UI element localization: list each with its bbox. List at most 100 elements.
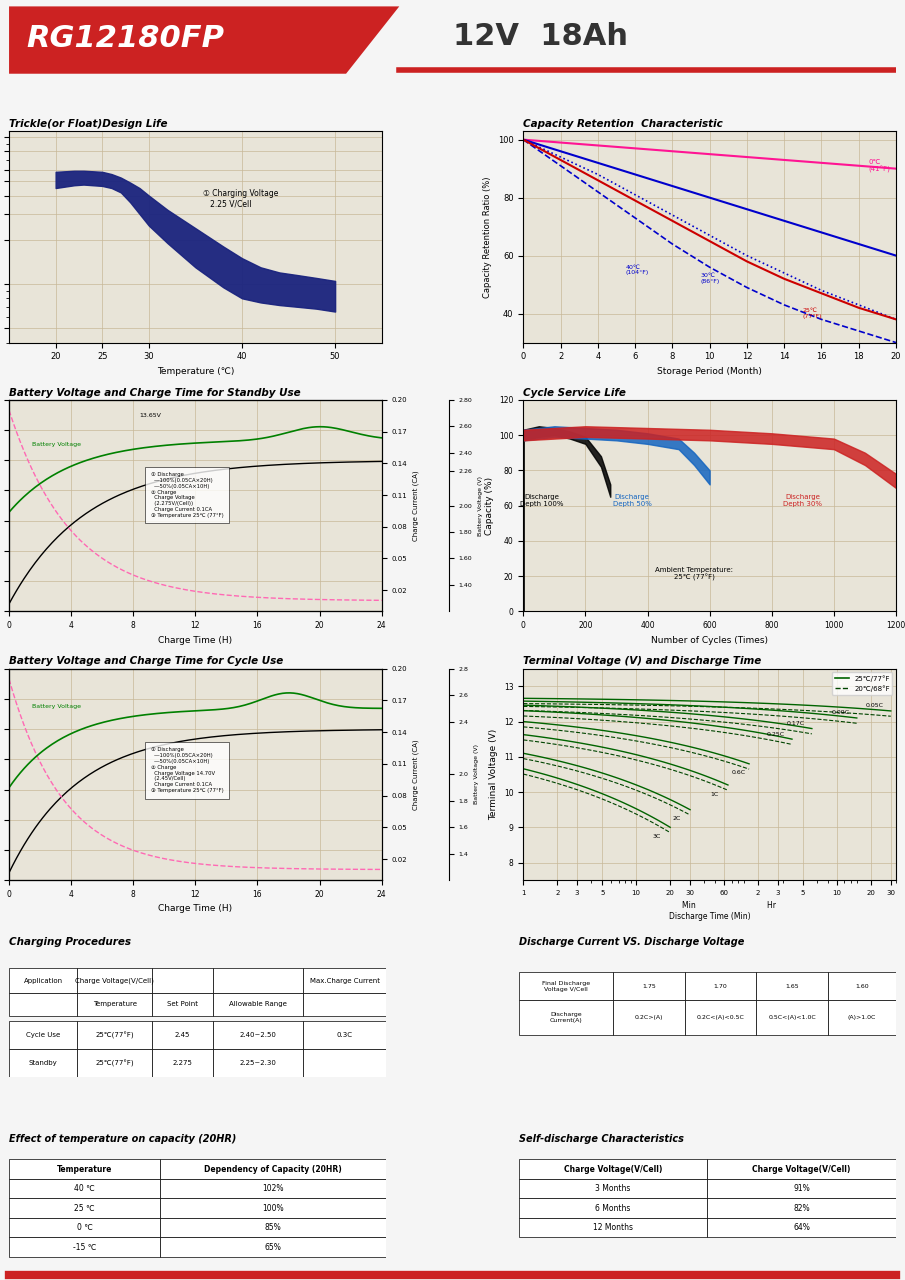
Bar	[757, 973, 828, 1000]
Text: Self-discharge Characteristics: Self-discharge Characteristics	[519, 1134, 683, 1144]
Text: Ambient Temperature:
25℃ (77°F): Ambient Temperature: 25℃ (77°F)	[655, 567, 733, 581]
Text: Allowable Range: Allowable Range	[229, 1001, 287, 1007]
Text: Application: Application	[24, 978, 62, 983]
Text: 0.09C: 0.09C	[832, 710, 850, 716]
Text: ① Discharge
  ―100%(0.05CA×20H)
  ―50%(0.05CA×10H)
② Charge
  Charge Voltage
  (: ① Discharge ―100%(0.05CA×20H) ―50%(0.05C…	[150, 472, 224, 518]
Bar	[160, 1217, 386, 1238]
Y-axis label: Capacity (%): Capacity (%)	[484, 476, 493, 535]
Text: 0.5C<(A)<1.0C: 0.5C<(A)<1.0C	[768, 1015, 816, 1020]
Bar	[213, 1021, 303, 1050]
Text: 0.2C>(A): 0.2C>(A)	[634, 1015, 663, 1020]
Text: 82%: 82%	[794, 1203, 810, 1212]
Bar	[77, 1021, 152, 1050]
Text: 1C: 1C	[710, 791, 719, 796]
Bar	[9, 1021, 77, 1050]
Text: Final Discharge
Voltage V/Cell: Final Discharge Voltage V/Cell	[542, 980, 590, 992]
X-axis label: Temperature (℃): Temperature (℃)	[157, 367, 234, 376]
Text: 12 Months: 12 Months	[593, 1224, 633, 1233]
Bar	[9, 968, 77, 993]
Text: 0℃
(41°F): 0℃ (41°F)	[868, 159, 890, 173]
Y-axis label: Charge Current (CA): Charge Current (CA)	[413, 739, 419, 810]
Text: -15 ℃: -15 ℃	[72, 1243, 96, 1252]
Text: 30℃
(86°F): 30℃ (86°F)	[700, 274, 719, 284]
Bar	[684, 1000, 757, 1036]
Bar	[160, 1160, 386, 1179]
Text: 2C: 2C	[672, 817, 681, 822]
Bar	[303, 993, 386, 1015]
Text: Capacity Retention  Characteristic: Capacity Retention Characteristic	[523, 119, 723, 129]
Bar	[77, 968, 152, 993]
Bar	[519, 973, 613, 1000]
Polygon shape	[9, 6, 399, 74]
Text: 1.60: 1.60	[855, 984, 869, 988]
Text: Battery Voltage: Battery Voltage	[33, 442, 81, 447]
Text: Terminal Voltage (V) and Discharge Time: Terminal Voltage (V) and Discharge Time	[523, 657, 761, 667]
Bar	[160, 1238, 386, 1257]
Text: 1.70: 1.70	[713, 984, 728, 988]
Bar	[9, 1179, 160, 1198]
Text: 0 ℃: 0 ℃	[77, 1224, 92, 1233]
Text: Discharge Current VS. Discharge Voltage: Discharge Current VS. Discharge Voltage	[519, 937, 744, 947]
Bar	[152, 993, 213, 1015]
Text: 65%: 65%	[265, 1243, 281, 1252]
Text: 2.25~2.30: 2.25~2.30	[240, 1060, 277, 1066]
Bar	[152, 1021, 213, 1050]
X-axis label: Storage Period (Month): Storage Period (Month)	[657, 367, 762, 376]
Text: Cycle Use: Cycle Use	[26, 1032, 60, 1038]
Bar	[9, 1160, 160, 1179]
Text: 6 Months: 6 Months	[595, 1203, 631, 1212]
Bar	[77, 1050, 152, 1076]
Text: ① Charging Voltage
   2.25 V/Cell: ① Charging Voltage 2.25 V/Cell	[203, 189, 278, 209]
Text: Charging Procedures: Charging Procedures	[9, 937, 131, 947]
Text: 12V  18Ah: 12V 18Ah	[452, 22, 627, 51]
Text: 102%: 102%	[262, 1184, 284, 1193]
Bar	[828, 973, 896, 1000]
Text: 40℃
(104°F): 40℃ (104°F)	[625, 265, 649, 275]
Bar	[707, 1179, 896, 1198]
Text: Set Point: Set Point	[167, 1001, 198, 1007]
Bar	[707, 1160, 896, 1179]
Bar	[152, 968, 213, 993]
Bar	[519, 1160, 707, 1179]
Bar	[9, 993, 77, 1015]
Text: 1.75: 1.75	[642, 984, 655, 988]
Bar	[613, 1000, 684, 1036]
Text: Dependency of Capacity (20HR): Dependency of Capacity (20HR)	[205, 1165, 342, 1174]
Text: 3C: 3C	[653, 833, 661, 838]
Text: 0.2C<(A)<0.5C: 0.2C<(A)<0.5C	[697, 1015, 745, 1020]
Text: Discharge
Depth 100%: Discharge Depth 100%	[520, 494, 564, 507]
Text: 2.40~2.50: 2.40~2.50	[240, 1032, 277, 1038]
X-axis label:                 Min                              Hr
Discharge Time (Min): Min Hr Discharge Time (Min)	[643, 901, 776, 920]
Bar	[519, 1000, 613, 1036]
Bar	[613, 973, 684, 1000]
Bar	[757, 1000, 828, 1036]
Text: 0.25C: 0.25C	[767, 732, 785, 736]
Text: 2.275: 2.275	[173, 1060, 193, 1066]
Text: 0.3C: 0.3C	[337, 1032, 353, 1038]
Text: Cycle Service Life: Cycle Service Life	[523, 388, 626, 398]
X-axis label: Number of Cycles (Times): Number of Cycles (Times)	[651, 636, 768, 645]
Text: 1.65: 1.65	[786, 984, 799, 988]
Text: Charge Voltage(V/Cell): Charge Voltage(V/Cell)	[564, 1165, 662, 1174]
Bar	[9, 1238, 160, 1257]
Bar	[684, 973, 757, 1000]
Y-axis label: Battery Voltage (V): Battery Voltage (V)	[478, 476, 483, 535]
Legend: 25℃/77°F, 20℃/68°F: 25℃/77°F, 20℃/68°F	[832, 672, 892, 695]
Text: Temperature: Temperature	[57, 1165, 112, 1174]
Text: (A)>1.0C: (A)>1.0C	[848, 1015, 876, 1020]
X-axis label: Charge Time (H): Charge Time (H)	[158, 905, 233, 914]
Text: 25 ℃: 25 ℃	[74, 1203, 95, 1212]
Text: Charge Voltage(V/Cell): Charge Voltage(V/Cell)	[752, 1165, 851, 1174]
Bar	[213, 968, 303, 993]
Bar	[519, 1217, 707, 1238]
Bar	[303, 968, 386, 993]
Bar	[160, 1198, 386, 1217]
Text: 40 ℃: 40 ℃	[74, 1184, 95, 1193]
Text: RG12180FP: RG12180FP	[27, 24, 224, 54]
Text: 91%: 91%	[793, 1184, 810, 1193]
Text: Trickle(or Float)Design Life: Trickle(or Float)Design Life	[9, 119, 167, 129]
Text: 0.05C: 0.05C	[866, 704, 884, 708]
Text: Max.Charge Current: Max.Charge Current	[310, 978, 380, 983]
Bar	[519, 1179, 707, 1198]
Bar	[213, 993, 303, 1015]
